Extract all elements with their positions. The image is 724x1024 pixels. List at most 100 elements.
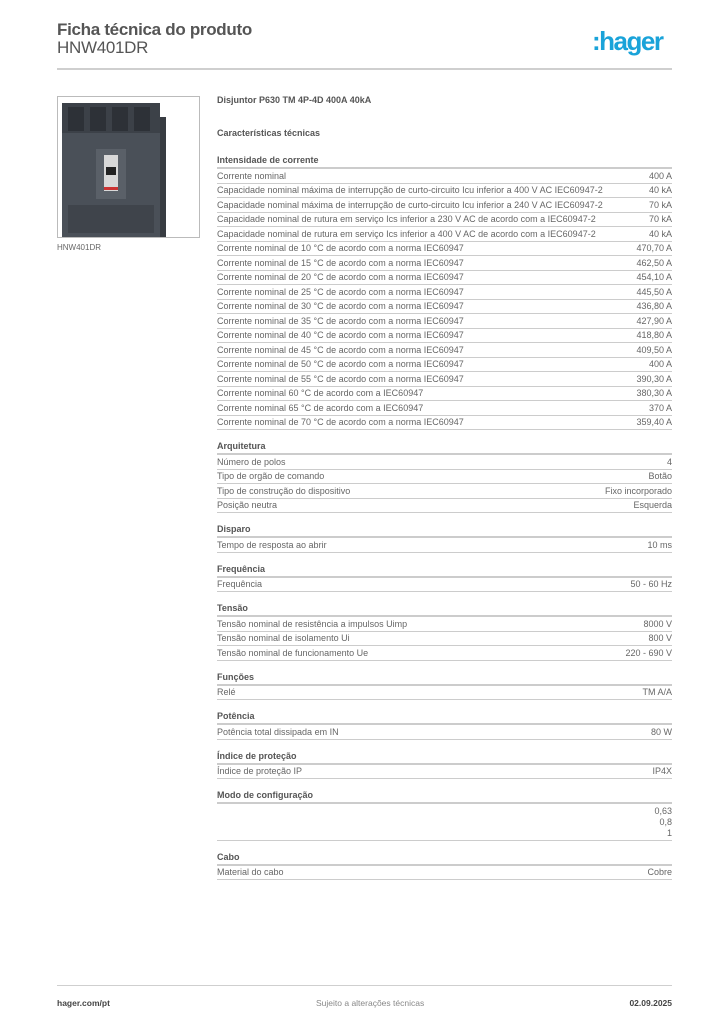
circuit-breaker-illustration: [62, 103, 166, 237]
spec-row: Corrente nominal de 40 °C de acordo com …: [217, 329, 672, 343]
spec-value: 436,80 A: [636, 301, 672, 311]
spec-value: 80 W: [650, 726, 672, 737]
spec-label: Corrente nominal de 70 °C de acordo com …: [217, 417, 464, 427]
spec-section: Arquitetura Número de polos 4 Tipo de orgão…: [217, 440, 672, 513]
section-heading: Cabo: [217, 851, 672, 866]
spec-row: Material do cabo Cobre: [217, 866, 672, 880]
section-heading: Índice de proteção: [217, 750, 672, 765]
section-heading: Arquitetura: [217, 440, 672, 455]
spec-value: 359,40 A: [636, 417, 672, 427]
spec-row: Corrente nominal de 35 °C de acordo com …: [217, 314, 672, 329]
spec-label: Capacidade nominal de rutura em serviço …: [217, 214, 596, 224]
spec-value: 390,30 A: [636, 373, 672, 384]
spec-label: Corrente nominal de 20 °C de acordo com …: [217, 272, 464, 282]
spec-label: Posição neutra: [217, 500, 278, 510]
spec-value: Fixo incorporado: [604, 485, 672, 496]
spec-value: TM A/A: [642, 687, 672, 697]
header-divider: [57, 68, 672, 70]
spec-row: Tipo de construção do dispositivo Fixo in…: [217, 484, 672, 499]
spec-value: 40 kA: [648, 185, 672, 195]
spec-row: Corrente nominal de 55 °C de acordo com …: [217, 372, 672, 387]
spec-label: Capacidade nominal de rutura em serviço …: [217, 228, 596, 239]
spec-value: 409,50 A: [636, 344, 672, 355]
spec-section: Intensidade de corrente Corrente nominal 4…: [217, 154, 672, 430]
spec-label: Corrente nominal: [217, 170, 287, 181]
section-heading: Tensão: [217, 602, 672, 617]
spec-section: Potência Potência total dissipada em IN 80…: [217, 710, 672, 740]
section-heading: Potência: [217, 710, 672, 725]
spec-value: Botão: [648, 471, 672, 481]
spec-row: Corrente nominal de 15 °C de acordo com …: [217, 256, 672, 271]
spec-row: Posição neutra Esquerda: [217, 499, 672, 513]
spec-row: Corrente nominal 400 A: [217, 169, 672, 184]
spec-row: Número de polos 4: [217, 455, 672, 470]
spec-value-item: 1: [666, 827, 672, 838]
spec-value: 400 A: [648, 359, 672, 369]
hager-logo: :hager: [592, 26, 664, 56]
spec-label: Tipo de orgão de comando: [217, 471, 325, 481]
footer-date: 02.09.2025: [629, 998, 672, 1008]
spec-row: Corrente nominal de 50 °C de acordo com …: [217, 358, 672, 372]
spec-value: 427,90 A: [636, 315, 672, 326]
spec-row: Corrente nominal de 30 °C de acordo com …: [217, 300, 672, 314]
spec-value: 400 A: [648, 170, 672, 181]
spec-label: Tensão nominal de isolamento Ui: [217, 633, 350, 643]
spec-label: Tempo de resposta ao abrir: [217, 539, 327, 550]
spec-value: 418,80 A: [636, 330, 672, 340]
spec-row: Corrente nominal de 25 °C de acordo com …: [217, 285, 672, 300]
spec-row: Relé TM A/A: [217, 686, 672, 700]
spec-label: Corrente nominal de 10 °C de acordo com …: [217, 243, 464, 253]
spec-label: Tensão nominal de funcionamento Ue: [217, 647, 369, 658]
spec-value: 50 - 60 Hz: [630, 579, 672, 589]
spec-section: Cabo Material do cabo Cobre: [217, 851, 672, 880]
spec-row: Corrente nominal de 10 °C de acordo com …: [217, 242, 672, 256]
section-heading: Disparo: [217, 523, 672, 538]
spec-row: Capacidade nominal máxima de interrupção…: [217, 198, 672, 213]
spec-row: Capacidade nominal de rutura em serviço …: [217, 213, 672, 227]
spec-row: Potência total dissipada em IN 80 W: [217, 725, 672, 740]
spec-label: Corrente nominal de 45 °C de acordo com …: [217, 344, 464, 355]
spec-value: 220 - 690 V: [625, 647, 672, 658]
spec-label: Tensão nominal de resistência a impulsos…: [217, 618, 408, 629]
spec-label: Potência total dissipada em IN: [217, 726, 339, 737]
spec-value: 445,50 A: [636, 286, 672, 297]
spec-label: Corrente nominal de 40 °C de acordo com …: [217, 330, 464, 340]
page-title: Ficha técnica do produto: [57, 20, 252, 39]
spec-label: Corrente nominal de 25 °C de acordo com …: [217, 286, 464, 297]
spec-row: Tensão nominal de funcionamento Ue 220 - …: [217, 646, 672, 661]
spec-value: 470,70 A: [636, 243, 672, 253]
footer-website[interactable]: hager.com/pt: [57, 998, 110, 1008]
spec-section: Tensão Tensão nominal de resistência a im…: [217, 602, 672, 661]
spec-row: Tensão nominal de resistência a impulsos…: [217, 617, 672, 632]
spec-row: Corrente nominal 65 °C de acordo com a I…: [217, 401, 672, 416]
section-heading: Modo de configuração: [217, 789, 672, 804]
spec-value: 800 V: [648, 633, 672, 643]
footer-divider: [57, 985, 672, 986]
spec-section: Frequência Frequência 50 - 60 Hz: [217, 563, 672, 592]
product-image: [57, 96, 200, 238]
spec-label: [217, 806, 654, 839]
spec-row: Corrente nominal de 20 °C de acordo com …: [217, 271, 672, 285]
spec-label: Corrente nominal de 15 °C de acordo com …: [217, 257, 464, 268]
spec-value: 8000 V: [643, 618, 672, 629]
spec-label: Tipo de construção do dispositivo: [217, 485, 351, 496]
spec-label: Número de polos: [217, 456, 286, 467]
spec-row: Corrente nominal 60 °C de acordo com a I…: [217, 387, 672, 401]
spec-section: Índice de proteção Índice de proteção IP I…: [217, 750, 672, 779]
spec-label: Frequência: [217, 579, 263, 589]
spec-row: Corrente nominal de 45 °C de acordo com …: [217, 343, 672, 358]
spec-value: Esquerda: [633, 500, 672, 510]
spec-row: 0,63 0,8 1: [217, 804, 672, 841]
spec-row: Tipo de orgão de comando Botão: [217, 470, 672, 484]
spec-value: Cobre: [647, 867, 672, 877]
spec-row: Corrente nominal de 70 °C de acordo com …: [217, 416, 672, 430]
section-heading: Intensidade de corrente: [217, 154, 672, 169]
spec-value: 10 ms: [647, 539, 672, 550]
spec-row: Capacidade nominal máxima de interrupção…: [217, 184, 672, 198]
section-heading: Funções: [217, 671, 672, 686]
spec-label: Material do cabo: [217, 867, 284, 877]
spec-value: 380,30 A: [636, 388, 672, 398]
spec-value-item: 0,8: [659, 816, 672, 827]
spec-section: Funções Relé TM A/A: [217, 671, 672, 700]
spec-label: Corrente nominal 65 °C de acordo com a I…: [217, 402, 424, 413]
